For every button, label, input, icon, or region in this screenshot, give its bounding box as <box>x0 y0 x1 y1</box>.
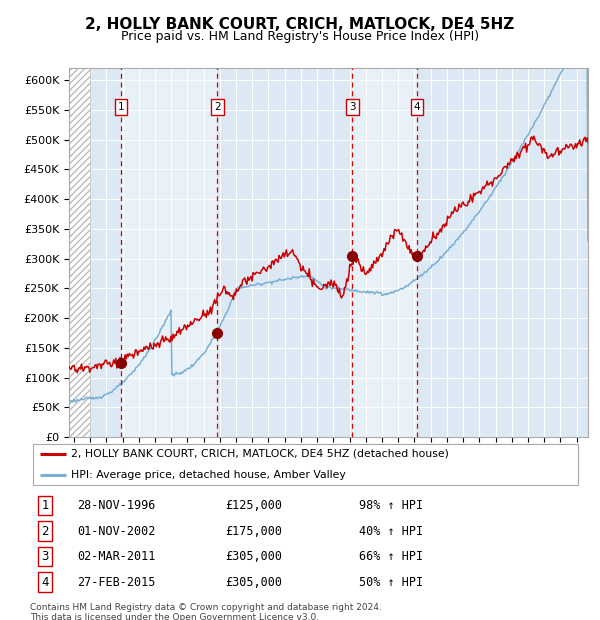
Text: 02-MAR-2011: 02-MAR-2011 <box>77 550 155 563</box>
Text: 3: 3 <box>349 102 356 112</box>
FancyBboxPatch shape <box>33 444 578 485</box>
Bar <box>352 68 417 437</box>
Text: £305,000: £305,000 <box>225 575 282 588</box>
Text: 98% ↑ HPI: 98% ↑ HPI <box>359 499 423 512</box>
Text: 50% ↑ HPI: 50% ↑ HPI <box>359 575 423 588</box>
Text: Contains HM Land Registry data © Crown copyright and database right 2024.
This d: Contains HM Land Registry data © Crown c… <box>30 603 382 620</box>
Text: Price paid vs. HM Land Registry's House Price Index (HPI): Price paid vs. HM Land Registry's House … <box>121 30 479 43</box>
Text: 1: 1 <box>41 499 49 512</box>
Text: £175,000: £175,000 <box>225 525 282 538</box>
Text: 28-NOV-1996: 28-NOV-1996 <box>77 499 155 512</box>
Text: £305,000: £305,000 <box>225 550 282 563</box>
Text: 4: 4 <box>414 102 421 112</box>
Bar <box>121 68 217 437</box>
Text: 2: 2 <box>41 525 49 538</box>
Text: 3: 3 <box>41 550 49 563</box>
Text: 1: 1 <box>118 102 124 112</box>
Bar <box>69 68 90 437</box>
Text: 2, HOLLY BANK COURT, CRICH, MATLOCK, DE4 5HZ: 2, HOLLY BANK COURT, CRICH, MATLOCK, DE4… <box>85 17 515 32</box>
Text: 2, HOLLY BANK COURT, CRICH, MATLOCK, DE4 5HZ (detached house): 2, HOLLY BANK COURT, CRICH, MATLOCK, DE4… <box>71 449 449 459</box>
Text: 01-NOV-2002: 01-NOV-2002 <box>77 525 155 538</box>
Text: 40% ↑ HPI: 40% ↑ HPI <box>359 525 423 538</box>
Text: 2: 2 <box>214 102 221 112</box>
Text: 66% ↑ HPI: 66% ↑ HPI <box>359 550 423 563</box>
Text: HPI: Average price, detached house, Amber Valley: HPI: Average price, detached house, Ambe… <box>71 470 346 480</box>
Text: 27-FEB-2015: 27-FEB-2015 <box>77 575 155 588</box>
Text: £125,000: £125,000 <box>225 499 282 512</box>
Text: 4: 4 <box>41 575 49 588</box>
